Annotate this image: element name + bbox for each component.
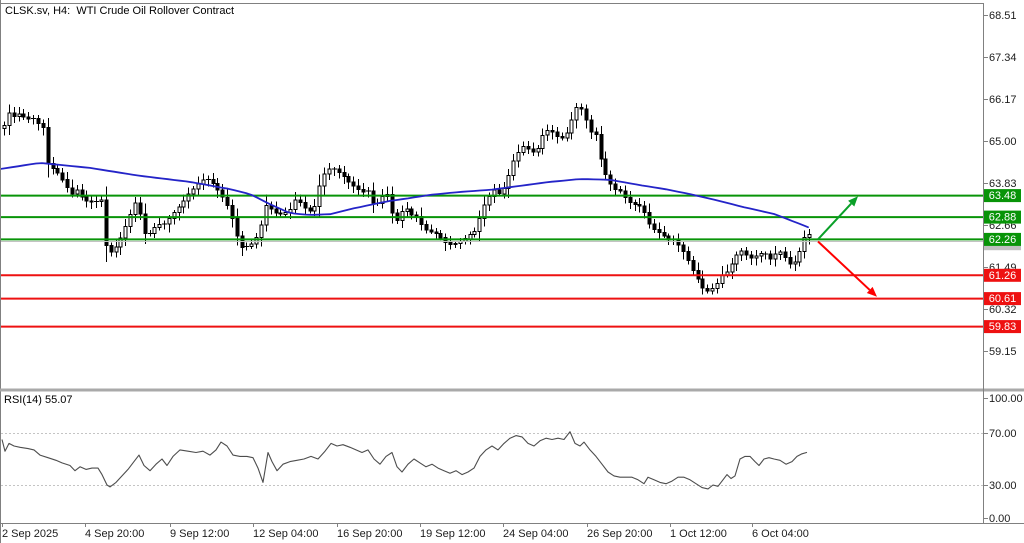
svg-text:61.26: 61.26	[989, 270, 1017, 282]
resistance-price-badge: 62.88	[984, 210, 1021, 224]
price-tick-label: 59.15	[989, 346, 1017, 358]
price-tick-label: 66.17	[989, 94, 1017, 106]
time-tick-label: 1 Oct 12:00	[670, 528, 727, 540]
time-tick-label: 26 Sep 20:00	[587, 528, 652, 540]
time-tick-label: 6 Oct 04:00	[752, 528, 809, 540]
svg-text:63.48: 63.48	[989, 190, 1017, 202]
svg-text:59.83: 59.83	[989, 321, 1017, 333]
time-tick-label: 24 Sep 04:00	[503, 528, 568, 540]
support-price-badge: 61.26	[984, 268, 1021, 282]
price-tick-label: 63.83	[989, 178, 1017, 190]
chart-title: CLSK.sv, H4: WTI Crude Oil Rollover Cont…	[5, 5, 235, 17]
support-lines[interactable]	[1, 274, 983, 328]
price-tick-label: 68.51	[989, 10, 1017, 22]
resistance-lines[interactable]	[1, 194, 983, 241]
time-tick-label: 9 Sep 12:00	[170, 528, 229, 540]
support-price-badge: 59.83	[984, 320, 1021, 334]
svg-text:62.88: 62.88	[989, 212, 1017, 224]
time-tick-label: 16 Sep 20:00	[337, 528, 402, 540]
rsi-indicator-label: RSI(14) 55.07	[4, 394, 73, 406]
bullish-scenario-arrow[interactable]	[817, 196, 858, 241]
rsi-scale-label: 70.00	[989, 428, 1017, 440]
rsi-scale-label: 30.00	[989, 480, 1017, 492]
price-tick-label: 60.32	[989, 304, 1017, 316]
svg-text:60.61: 60.61	[989, 293, 1017, 305]
time-tick-label: 4 Sep 20:00	[85, 528, 144, 540]
moving-average-line	[1, 162, 809, 229]
rsi-line	[1, 431, 808, 490]
support-price-badge: 60.61	[984, 292, 1021, 306]
time-tick-label: 12 Sep 04:00	[253, 528, 318, 540]
price-tick-label: 67.34	[989, 52, 1017, 64]
price-tick-label: 65.00	[989, 136, 1017, 148]
bearish-scenario-arrow[interactable]	[817, 240, 877, 297]
rsi-scale-label: 100.00	[989, 393, 1023, 405]
price-axis[interactable]: 68.5167.3466.1765.0063.8362.6661.4960.32…	[983, 10, 1017, 358]
time-axis[interactable]: 2 Sep 2025 4 Sep 20:00 9 Sep 12:00 12 Sep 0…	[2, 523, 809, 540]
resistance-price-badge: 62.26	[984, 232, 1021, 246]
rsi-scale-label: 0.00	[989, 513, 1010, 525]
resistance-price-badge: 63.48	[984, 189, 1021, 203]
time-tick-label: 19 Sep 12:00	[420, 528, 485, 540]
svg-text:62.26: 62.26	[989, 234, 1017, 246]
time-tick-label: 2 Sep 2025	[2, 528, 58, 540]
rsi-panel: 100.00 70.00 30.00 0.00	[1, 393, 1023, 525]
